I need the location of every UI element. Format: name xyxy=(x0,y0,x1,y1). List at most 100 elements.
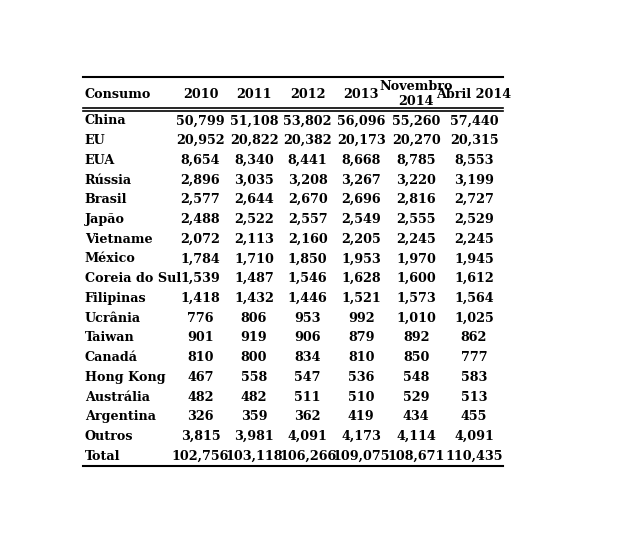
Text: México: México xyxy=(85,253,136,265)
Text: 8,441: 8,441 xyxy=(288,154,328,167)
Text: 850: 850 xyxy=(403,351,429,364)
Text: 362: 362 xyxy=(294,410,321,423)
Text: 1,432: 1,432 xyxy=(234,292,274,305)
Text: 20,270: 20,270 xyxy=(392,134,441,147)
Text: 1,953: 1,953 xyxy=(341,253,381,265)
Text: 103,118: 103,118 xyxy=(225,450,283,463)
Text: 3,035: 3,035 xyxy=(234,174,274,186)
Text: China: China xyxy=(85,114,126,127)
Text: 1,710: 1,710 xyxy=(234,253,274,265)
Text: 2,696: 2,696 xyxy=(341,193,381,206)
Text: 2,160: 2,160 xyxy=(288,233,328,246)
Text: 1,418: 1,418 xyxy=(181,292,220,305)
Text: 110,435: 110,435 xyxy=(445,450,503,463)
Text: 4,114: 4,114 xyxy=(396,430,436,443)
Text: 1,546: 1,546 xyxy=(288,272,328,285)
Text: 20,382: 20,382 xyxy=(283,134,332,147)
Text: 2,245: 2,245 xyxy=(454,233,494,246)
Text: 1,612: 1,612 xyxy=(454,272,494,285)
Text: Filipinas: Filipinas xyxy=(85,292,146,305)
Text: 106,266: 106,266 xyxy=(279,450,336,463)
Text: 879: 879 xyxy=(348,332,375,344)
Text: 777: 777 xyxy=(461,351,487,364)
Text: 1,487: 1,487 xyxy=(234,272,274,285)
Text: 57,440: 57,440 xyxy=(450,114,499,127)
Text: 4,091: 4,091 xyxy=(454,430,494,443)
Text: Taiwan: Taiwan xyxy=(85,332,135,344)
Text: 2,113: 2,113 xyxy=(234,233,274,246)
Text: 20,315: 20,315 xyxy=(450,134,499,147)
Text: 1,850: 1,850 xyxy=(288,253,328,265)
Text: Rússia: Rússia xyxy=(85,174,132,186)
Text: Outros: Outros xyxy=(85,430,133,443)
Text: Canadá: Canadá xyxy=(85,351,138,364)
Text: 8,668: 8,668 xyxy=(341,154,381,167)
Text: 8,785: 8,785 xyxy=(396,154,436,167)
Text: 2,522: 2,522 xyxy=(234,213,274,226)
Text: Argentina: Argentina xyxy=(85,410,155,423)
Text: 806: 806 xyxy=(241,312,267,325)
Text: 906: 906 xyxy=(294,332,321,344)
Text: 53,802: 53,802 xyxy=(283,114,332,127)
Text: 2012: 2012 xyxy=(290,88,325,100)
Text: Japão: Japão xyxy=(85,213,125,226)
Text: 513: 513 xyxy=(461,391,487,404)
Text: 1,945: 1,945 xyxy=(454,253,494,265)
Text: 482: 482 xyxy=(187,391,213,404)
Text: 558: 558 xyxy=(241,371,267,384)
Text: 51,108: 51,108 xyxy=(230,114,278,127)
Text: 326: 326 xyxy=(187,410,213,423)
Text: 810: 810 xyxy=(348,351,375,364)
Text: 2,072: 2,072 xyxy=(181,233,220,246)
Text: 1,539: 1,539 xyxy=(181,272,220,285)
Text: 1,970: 1,970 xyxy=(396,253,436,265)
Text: 1,564: 1,564 xyxy=(454,292,494,305)
Text: Coreia do Sul: Coreia do Sul xyxy=(85,272,181,285)
Text: 529: 529 xyxy=(403,391,429,404)
Text: 992: 992 xyxy=(348,312,375,325)
Text: 536: 536 xyxy=(348,371,375,384)
Text: 4,091: 4,091 xyxy=(288,430,328,443)
Text: Vietname: Vietname xyxy=(85,233,152,246)
Text: 434: 434 xyxy=(403,410,429,423)
Text: 20,822: 20,822 xyxy=(230,134,278,147)
Text: Hong Kong: Hong Kong xyxy=(85,371,165,384)
Text: 108,671: 108,671 xyxy=(387,450,445,463)
Text: 1,010: 1,010 xyxy=(396,312,436,325)
Text: 1,784: 1,784 xyxy=(181,253,220,265)
Text: 2,670: 2,670 xyxy=(288,193,328,206)
Text: Brasil: Brasil xyxy=(85,193,127,206)
Text: 834: 834 xyxy=(294,351,321,364)
Text: 3,267: 3,267 xyxy=(341,174,381,186)
Text: 8,340: 8,340 xyxy=(234,154,274,167)
Text: 2,488: 2,488 xyxy=(181,213,220,226)
Text: 2,896: 2,896 xyxy=(181,174,220,186)
Text: 2,557: 2,557 xyxy=(288,213,328,226)
Text: 2,727: 2,727 xyxy=(454,193,494,206)
Text: Austrália: Austrália xyxy=(85,391,150,404)
Text: 3,199: 3,199 xyxy=(454,174,494,186)
Text: 20,952: 20,952 xyxy=(176,134,225,147)
Text: 50,799: 50,799 xyxy=(176,114,225,127)
Text: 953: 953 xyxy=(294,312,321,325)
Text: 467: 467 xyxy=(187,371,213,384)
Text: EU: EU xyxy=(85,134,106,147)
Text: 548: 548 xyxy=(403,371,429,384)
Text: 862: 862 xyxy=(461,332,487,344)
Text: 1,446: 1,446 xyxy=(288,292,328,305)
Text: 1,628: 1,628 xyxy=(341,272,381,285)
Text: 2,644: 2,644 xyxy=(234,193,274,206)
Text: 482: 482 xyxy=(241,391,267,404)
Text: 359: 359 xyxy=(241,410,267,423)
Text: 55,260: 55,260 xyxy=(392,114,441,127)
Text: 2,205: 2,205 xyxy=(341,233,381,246)
Text: EUA: EUA xyxy=(85,154,115,167)
Text: 901: 901 xyxy=(187,332,214,344)
Text: 2,816: 2,816 xyxy=(396,193,436,206)
Text: 20,173: 20,173 xyxy=(337,134,386,147)
Text: 1,600: 1,600 xyxy=(396,272,436,285)
Text: 3,220: 3,220 xyxy=(396,174,436,186)
Text: Total: Total xyxy=(85,450,120,463)
Text: 419: 419 xyxy=(348,410,375,423)
Text: 455: 455 xyxy=(461,410,487,423)
